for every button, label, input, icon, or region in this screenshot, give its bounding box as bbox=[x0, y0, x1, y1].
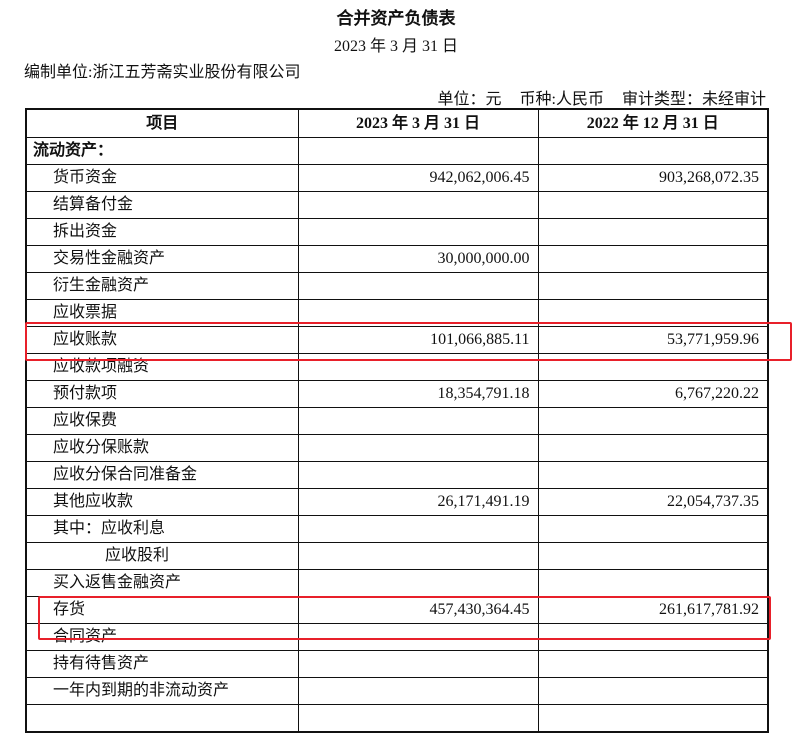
table-row: 结算备付金 bbox=[25, 191, 769, 219]
table-row: 一年内到期的非流动资产 bbox=[25, 677, 769, 705]
row-previous-value bbox=[537, 461, 769, 489]
table-row: 持有待售资产 bbox=[25, 650, 769, 678]
row-previous-value bbox=[537, 515, 769, 543]
row-previous-value bbox=[537, 407, 769, 435]
row-previous-value bbox=[537, 353, 769, 381]
table-row bbox=[25, 704, 769, 733]
table-row: 应收股利 bbox=[25, 542, 769, 570]
table-row: 拆出资金 bbox=[25, 218, 769, 246]
row-current-value bbox=[297, 407, 539, 435]
table-row: 流动资产： bbox=[25, 137, 769, 165]
report-title: 合并资产负债表 bbox=[336, 9, 456, 28]
row-item-label: 一年内到期的非流动资产 bbox=[25, 677, 299, 705]
row-current-value bbox=[297, 650, 539, 678]
row-current-value bbox=[297, 515, 539, 543]
row-item-label: 应收账款 bbox=[25, 326, 299, 354]
row-previous-value: 53,771,959.96 bbox=[537, 326, 769, 354]
row-previous-value: 261,617,781.92 bbox=[537, 596, 769, 624]
table-row: 衍生金融资产 bbox=[25, 272, 769, 300]
table-row: 买入返售金融资产 bbox=[25, 569, 769, 597]
row-current-value: 18,354,791.18 bbox=[297, 380, 539, 408]
row-previous-value bbox=[537, 245, 769, 273]
row-current-value bbox=[297, 137, 539, 165]
table-header-row: 项目 2023 年 3 月 31 日 2022 年 12 月 31 日 bbox=[25, 108, 769, 138]
row-item-label: 持有待售资产 bbox=[25, 650, 299, 678]
table-row: 合同资产 bbox=[25, 623, 769, 651]
row-item-label: 货币资金 bbox=[25, 164, 299, 192]
table-row: 交易性金融资产 30,000,000.00 bbox=[25, 245, 769, 273]
row-current-value: 26,171,491.19 bbox=[297, 488, 539, 516]
currency-label: 币种:人民币 bbox=[519, 91, 604, 108]
row-item-label: 其中：应收利息 bbox=[25, 515, 299, 543]
report-date: 2023 年 3 月 31 日 bbox=[333, 38, 458, 55]
row-current-value bbox=[297, 542, 539, 570]
row-previous-value bbox=[537, 542, 769, 570]
table-row: 应收保费 bbox=[25, 407, 769, 435]
row-item-label: 流动资产： bbox=[25, 137, 299, 165]
row-item-label: 其他应收款 bbox=[25, 488, 299, 516]
column-header-previous: 2022 年 12 月 31 日 bbox=[537, 108, 769, 138]
row-item-label: 应收分保账款 bbox=[25, 434, 299, 462]
row-current-value bbox=[297, 218, 539, 246]
row-current-value bbox=[297, 353, 539, 381]
row-item-label: 应收分保合同准备金 bbox=[25, 461, 299, 489]
row-item-label: 交易性金融资产 bbox=[25, 245, 299, 273]
company-name: 编制单位:浙江五芳斋实业股份有限公司 bbox=[24, 64, 301, 81]
table-row: 应收账款 101,066,885.11 53,771,959.96 bbox=[25, 326, 769, 354]
table-row: 预付款项 18,354,791.18 6,767,220.22 bbox=[25, 380, 769, 408]
row-previous-value bbox=[537, 677, 769, 705]
unit-label: 单位：元 bbox=[437, 91, 502, 108]
row-previous-value bbox=[537, 704, 769, 733]
table-row: 应收分保账款 bbox=[25, 434, 769, 462]
row-item-label: 买入返售金融资产 bbox=[25, 569, 299, 597]
row-current-value: 30,000,000.00 bbox=[297, 245, 539, 273]
row-item-label: 应收保费 bbox=[25, 407, 299, 435]
column-header-current: 2023 年 3 月 31 日 bbox=[297, 108, 539, 138]
column-header-item: 项目 bbox=[25, 108, 299, 138]
row-previous-value: 6,767,220.22 bbox=[537, 380, 769, 408]
row-item-label bbox=[25, 704, 299, 733]
row-item-label: 存货 bbox=[25, 596, 299, 624]
row-current-value bbox=[297, 461, 539, 489]
row-item-label: 合同资产 bbox=[25, 623, 299, 651]
row-current-value: 942,062,006.45 bbox=[297, 164, 539, 192]
table-row: 应收分保合同准备金 bbox=[25, 461, 769, 489]
table-row: 货币资金 942,062,006.45 903,268,072.35 bbox=[25, 164, 769, 192]
row-item-label: 应收股利 bbox=[25, 542, 299, 570]
row-current-value bbox=[297, 623, 539, 651]
row-item-label: 预付款项 bbox=[25, 380, 299, 408]
row-previous-value bbox=[537, 434, 769, 462]
balance-sheet-table: 项目 2023 年 3 月 31 日 2022 年 12 月 31 日 流动资产… bbox=[25, 108, 769, 733]
row-current-value bbox=[297, 191, 539, 219]
row-item-label: 结算备付金 bbox=[25, 191, 299, 219]
row-previous-value bbox=[537, 569, 769, 597]
row-previous-value bbox=[537, 218, 769, 246]
row-previous-value bbox=[537, 191, 769, 219]
row-previous-value: 22,054,737.35 bbox=[537, 488, 769, 516]
row-item-label: 拆出资金 bbox=[25, 218, 299, 246]
audit-type-label: 审计类型：未经审计 bbox=[621, 91, 766, 108]
row-previous-value bbox=[537, 272, 769, 300]
row-previous-value: 903,268,072.35 bbox=[537, 164, 769, 192]
report-meta: 单位：元 币种:人民币 审计类型：未经审计 bbox=[424, 85, 766, 109]
highlight-box-inventory bbox=[38, 596, 771, 640]
table-row: 其中：应收利息 bbox=[25, 515, 769, 543]
table-row: 其他应收款 26,171,491.19 22,054,737.35 bbox=[25, 488, 769, 516]
table-row: 应收款项融资 bbox=[25, 353, 769, 381]
row-current-value bbox=[297, 569, 539, 597]
row-current-value bbox=[297, 704, 539, 733]
row-current-value bbox=[297, 434, 539, 462]
row-previous-value bbox=[537, 650, 769, 678]
row-current-value bbox=[297, 677, 539, 705]
row-previous-value bbox=[537, 137, 769, 165]
row-current-value bbox=[297, 272, 539, 300]
highlight-box-accounts-receivable bbox=[25, 322, 792, 361]
row-item-label: 衍生金融资产 bbox=[25, 272, 299, 300]
